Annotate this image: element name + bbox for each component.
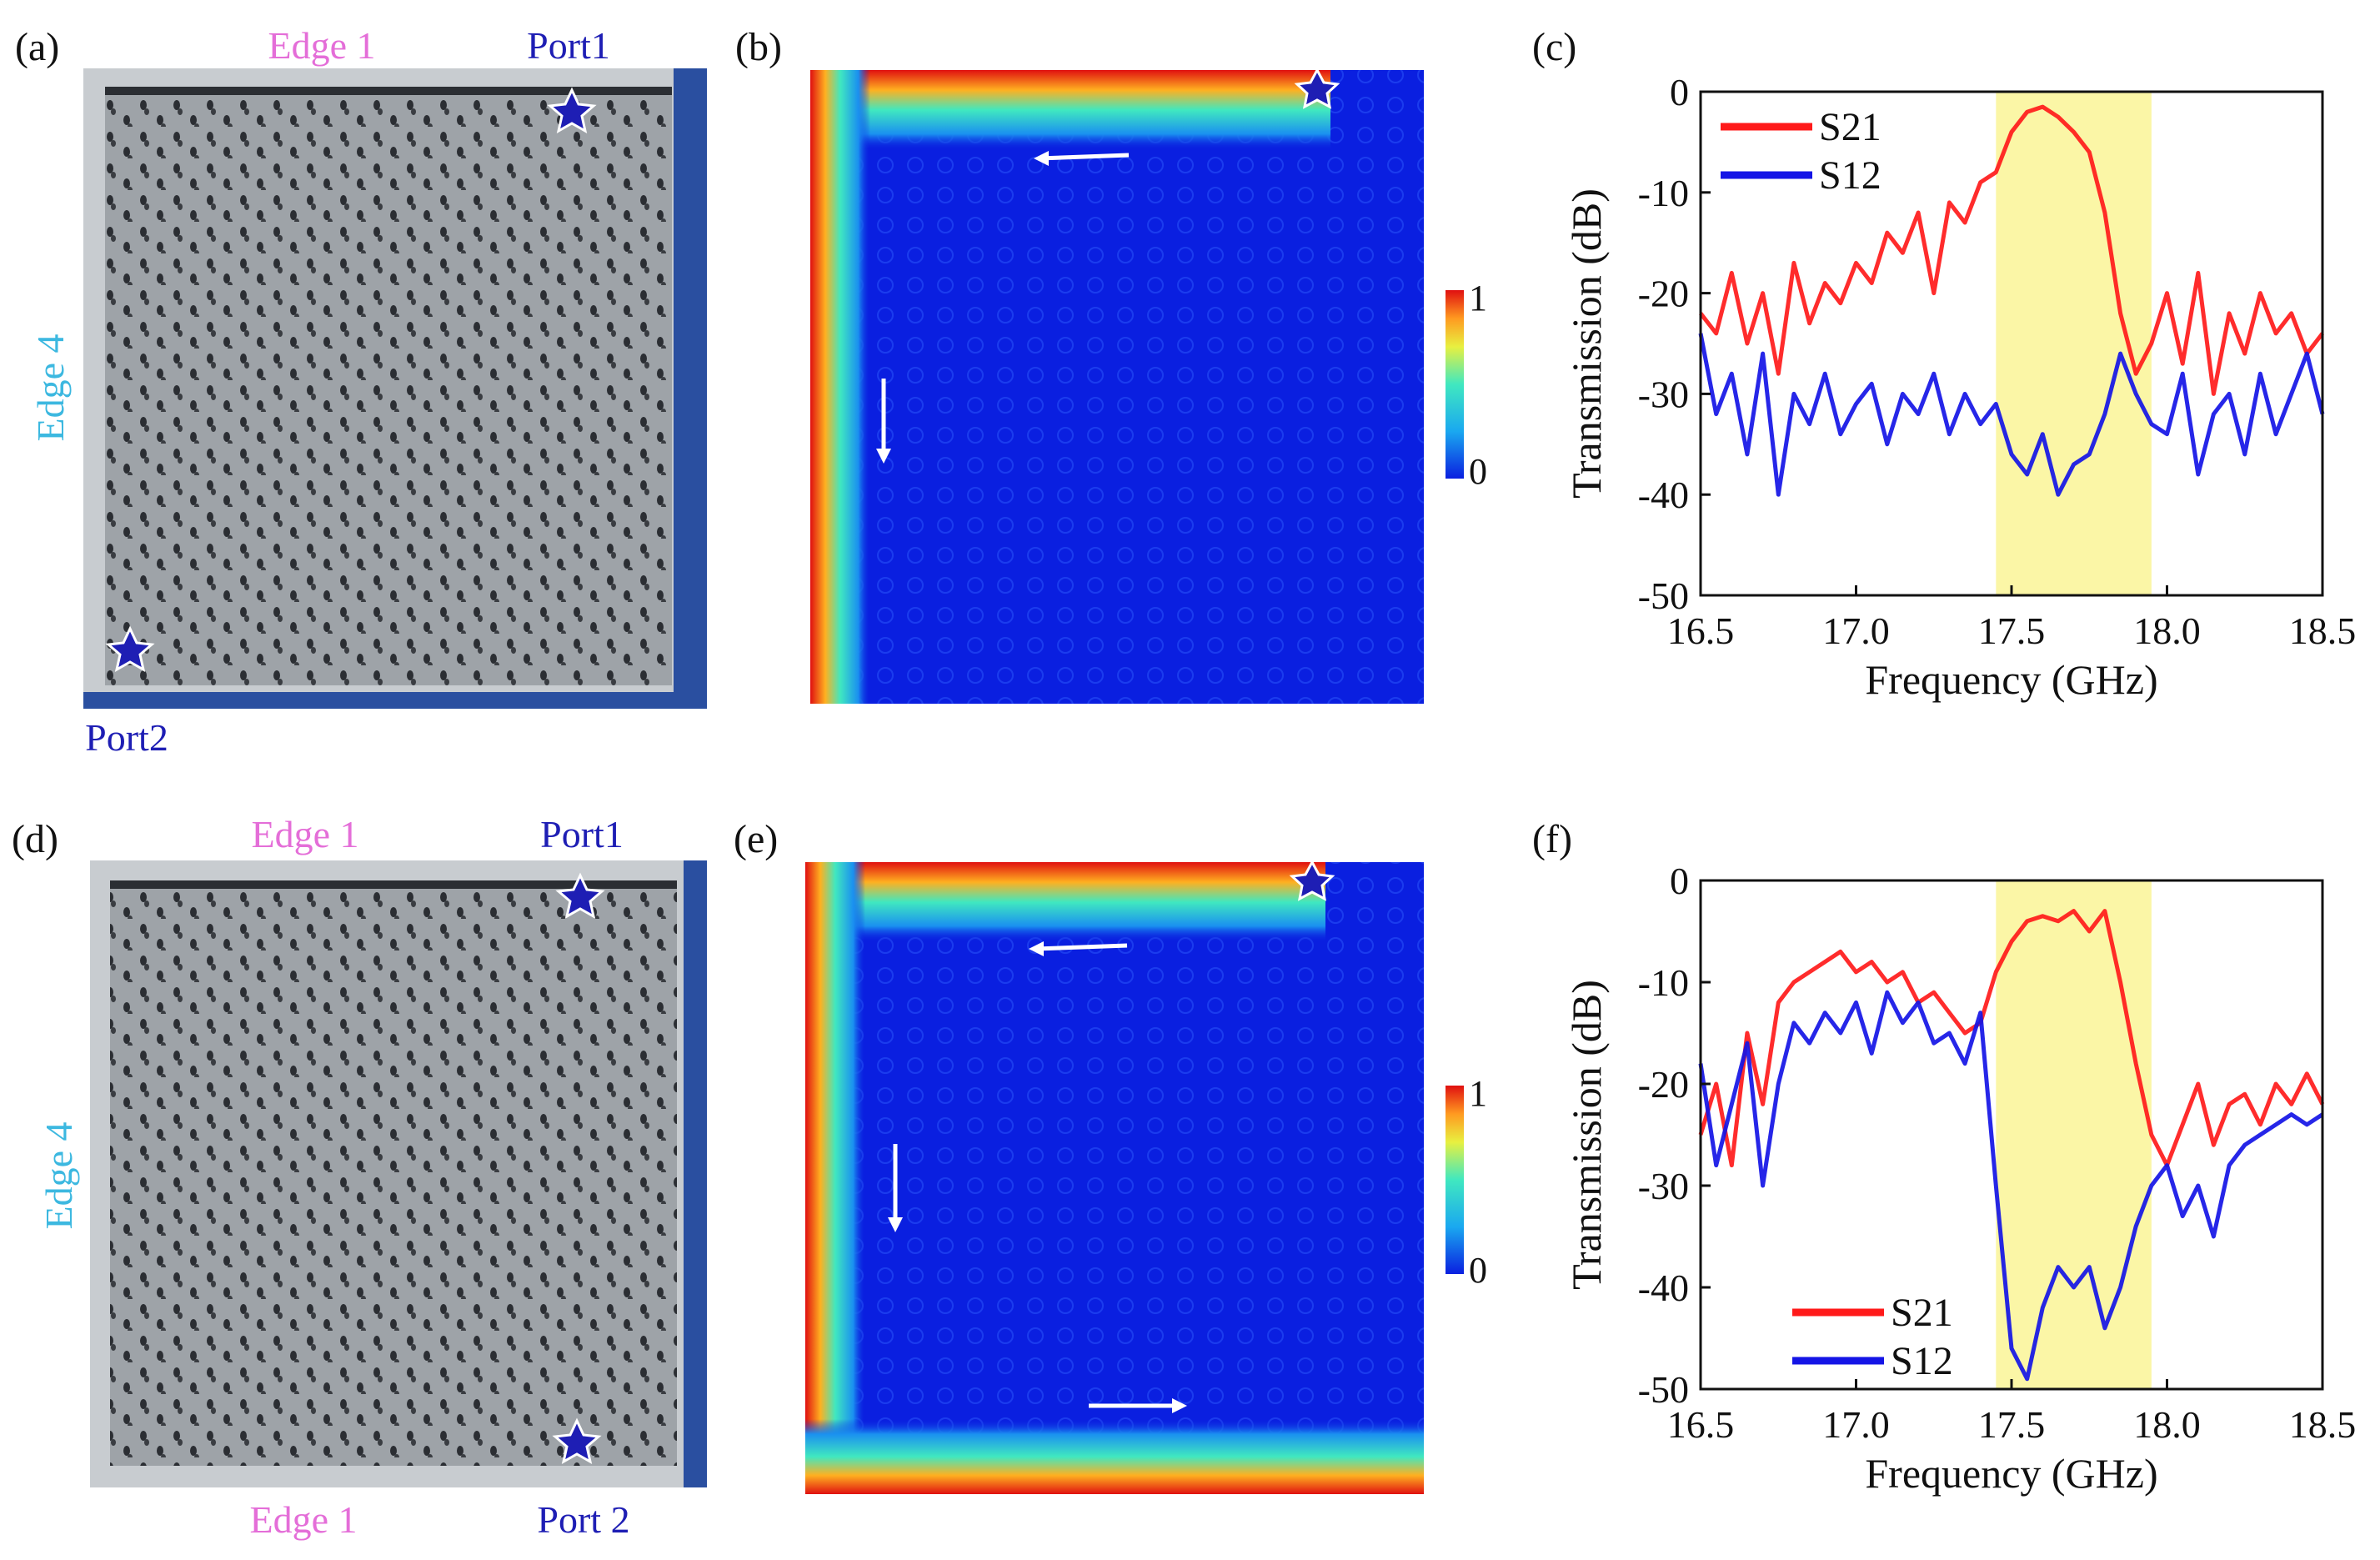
colorbar-max: 1 [1469,278,1487,319]
port1-label: Port1 [540,813,624,855]
legend-label-s12: S12 [1819,153,1881,198]
y-tick-label: -50 [1638,574,1689,617]
x-tick-label: 17.5 [1978,609,2046,652]
propagation-arrow-left [1038,153,1130,161]
x-tick-label: 17.5 [1978,1403,2046,1446]
x-axis-label: Frequency (GHz) [1865,656,2157,703]
y-tick-label: -40 [1638,474,1689,516]
y-tick-label: -30 [1638,1165,1689,1207]
pillar-array [105,93,672,685]
y-tick-label: -10 [1638,961,1689,1004]
y-axis-label: Transmission (dB) [1563,980,1610,1290]
x-tick-label: 18.5 [2289,1403,2357,1446]
port2-star-icon [552,1417,602,1464]
legend-label-s12: S12 [1891,1339,1953,1383]
panel-c: (c) 16.5 17.0 17.5 18.0 18.5 0 -10 -20 -30 -40 -50… [1532,25,2356,703]
panel-d: (d) Edge 1 Port1 Edge 4 Edge 1 Port 2 [12,813,707,1541]
y-tick-label: 0 [1670,860,1689,902]
y-tick-label: -20 [1638,273,1689,315]
edge-1-label: Edge 1 [268,24,375,67]
x-tick-label: 18.5 [2289,609,2357,652]
pillar-array [110,887,677,1466]
edge-mode-left [810,70,870,704]
highlight-band [1996,92,2152,595]
port1-label: Port1 [527,24,610,67]
panel-label-e: (e) [734,817,778,861]
y-tick-label: -50 [1638,1368,1689,1411]
series-line-s21 [1699,104,2324,396]
port2-label: Port 2 [537,1498,629,1541]
x-tick-label: 18.0 [2133,609,2201,652]
colorbar [1446,290,1464,479]
x-tick-label: 18.0 [2133,1403,2201,1446]
source-star-icon [1289,859,1335,901]
x-tick-label: 17.0 [1822,1403,1890,1446]
panel-label-f: (f) [1532,817,1572,861]
series-line-s12 [1698,333,2325,497]
edge-mode-bottom [805,1419,1424,1494]
port1-star-icon [547,87,597,133]
x-axis-label: Frequency (GHz) [1865,1450,2157,1497]
edge-4-label: Edge 4 [29,334,72,441]
panel-label-c: (c) [1532,25,1576,69]
panel-label-a: (a) [15,25,59,69]
colorbar [1446,1086,1464,1274]
panel-a: (a) Edge 1 Port1 Edge 4 Port2 [15,24,707,759]
panel-b: (b) 1 0 [735,25,1487,704]
series-line-s12 [1698,990,2324,1382]
colorbar-min: 0 [1469,1250,1487,1291]
y-tick-label: -40 [1638,1267,1689,1309]
legend-label-s21: S21 [1819,105,1881,149]
panel-e: (e) 1 0 [734,817,1487,1494]
series-line-s21 [1698,909,2325,1168]
port2-label: Port2 [85,716,168,759]
absorber-strip [684,860,707,1487]
highlight-band [1996,880,2152,1389]
propagation-arrow-left [1035,943,1128,951]
edge-1-label: Edge 1 [251,813,358,855]
x-tick-label: 16.5 [1667,1403,1735,1446]
y-tick-label: 0 [1670,71,1689,113]
port1-star-icon [555,872,605,919]
panel-f: (f) 16.5 17.0 17.5 18.0 18.5 0 -10 -20 -30 -40 -50… [1532,817,2356,1497]
y-axis-label: Transmission (dB) [1563,188,1610,499]
y-tick-label: -30 [1638,373,1689,415]
chart-c: 16.5 17.0 17.5 18.0 18.5 0 -10 -20 -30 -40 -50 Freq… [1563,71,2356,703]
chart-f: 16.5 17.0 17.5 18.0 18.5 0 -10 -20 -30 -40 -50 Freq… [1563,860,2356,1497]
y-tick-label: -20 [1638,1063,1689,1106]
colorbar-min: 0 [1469,451,1487,492]
y-tick-label: -10 [1638,172,1689,214]
panel-label-b: (b) [735,25,782,69]
edge-mode-left [805,862,865,1494]
x-tick-label: 16.5 [1667,609,1735,652]
x-tick-label: 17.0 [1822,609,1890,652]
edge-4-label: Edge 4 [38,1121,80,1229]
source-star-icon [1294,67,1340,109]
colorbar-max: 1 [1469,1073,1487,1114]
port2-star-icon [105,625,155,672]
edge-1-bottom-label: Edge 1 [249,1498,357,1541]
legend-label-s21: S21 [1891,1291,1953,1335]
edge-mode-top [810,70,1330,150]
absorber-strip [674,68,707,709]
edge-mode-top [805,862,1325,942]
panel-label-d: (d) [12,817,58,861]
